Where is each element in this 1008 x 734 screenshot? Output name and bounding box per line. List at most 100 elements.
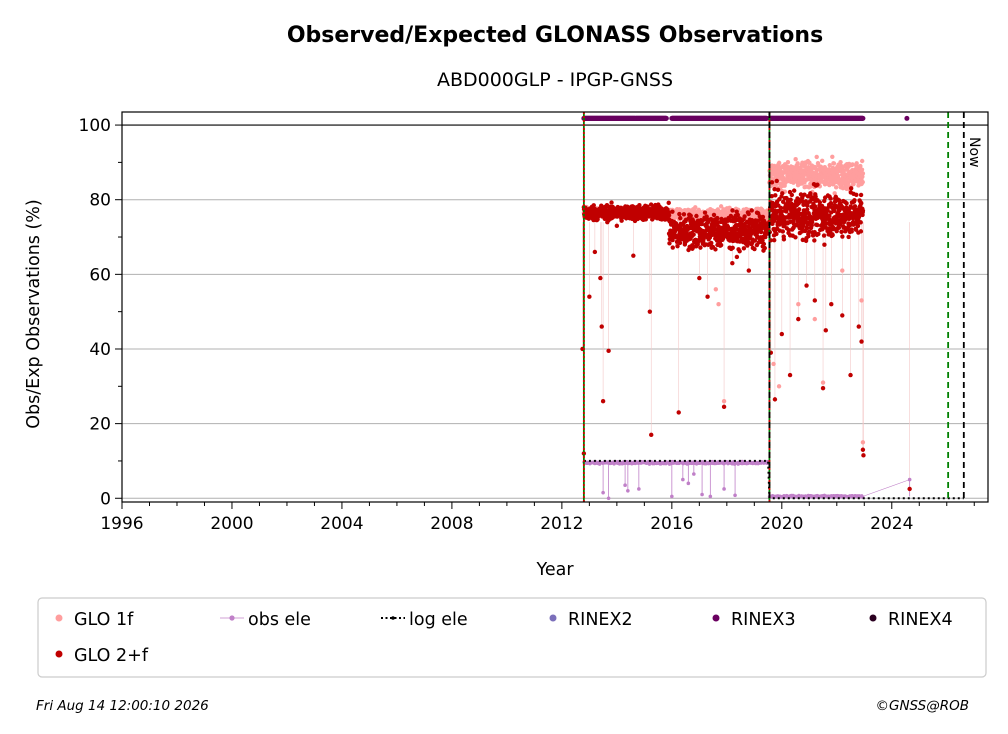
glo-2f-point xyxy=(830,232,835,238)
glo-2f-point xyxy=(678,215,683,221)
glo-2f-point xyxy=(815,182,820,187)
obs-ele-point xyxy=(681,477,685,482)
glo-2f-point xyxy=(815,222,820,228)
glo-2f-point xyxy=(804,283,809,288)
glo-2f-point xyxy=(592,249,598,255)
glo-1f-point xyxy=(859,298,864,303)
glo-2f-point xyxy=(820,385,826,391)
glo-2f-point xyxy=(821,233,827,238)
glo-2f-point xyxy=(666,200,671,206)
glo-1f-point xyxy=(827,182,832,188)
glo-2f-point xyxy=(713,247,718,252)
glo-2f-point xyxy=(666,213,672,218)
glo-2f-point xyxy=(705,294,710,299)
glo-2f-point xyxy=(600,399,606,404)
glo-2f-point xyxy=(780,191,785,196)
glo-1f-point xyxy=(820,158,825,164)
glo-2f-point xyxy=(742,214,747,219)
glo-1f-point xyxy=(716,302,721,307)
glo-1f-point xyxy=(795,161,800,166)
glo-2f-point xyxy=(806,233,811,239)
glo-2f-point xyxy=(677,211,682,217)
glo-2f-point xyxy=(746,211,751,217)
glo-2f-point xyxy=(859,339,864,344)
glo-2f-point xyxy=(858,192,864,198)
glo-2f-point xyxy=(774,231,779,237)
glo-2f-point xyxy=(677,240,683,246)
glo-2f-point xyxy=(676,410,681,415)
glo-2f-point xyxy=(828,196,833,201)
glo-2f-point xyxy=(796,316,801,322)
glo-2f-point xyxy=(760,214,766,220)
glo-1f-point xyxy=(831,161,837,166)
glo-1f-point xyxy=(727,205,732,210)
glo-2f-point xyxy=(829,302,834,307)
glo-1f-point xyxy=(713,287,719,292)
glo-2f-point xyxy=(844,201,849,206)
glo-2f-point xyxy=(812,298,817,303)
glo-2f-point xyxy=(711,212,717,218)
glo-2f-point xyxy=(846,234,851,240)
obs-ele-point xyxy=(606,496,611,501)
glo-2f-point xyxy=(761,241,767,247)
rinex3-point xyxy=(663,115,669,121)
obs-ele-point xyxy=(700,492,704,497)
glo-1f-point xyxy=(840,268,845,273)
glo-2f-point xyxy=(856,324,861,329)
glo-2f-point xyxy=(816,231,821,237)
glo-2f-point xyxy=(670,245,675,250)
glo-2f-point xyxy=(587,294,592,299)
glo-1f-point xyxy=(859,158,865,164)
glo-2f-point xyxy=(861,453,866,458)
glo-2f-point xyxy=(609,200,614,205)
glo-2f-point xyxy=(849,229,854,234)
glo-1f-point xyxy=(833,185,839,190)
glo-2f-point xyxy=(848,372,853,378)
glo-2f-point xyxy=(670,209,675,214)
glo-1f-point xyxy=(860,179,865,185)
glo-1f-point xyxy=(820,380,826,385)
glo-1f-point xyxy=(850,162,855,167)
obs-ele-point xyxy=(637,487,641,491)
obs-ele-segment xyxy=(862,479,910,497)
glo-2f-point xyxy=(774,178,779,184)
glo-2f-point xyxy=(775,187,781,193)
glo-2f-point xyxy=(614,223,620,229)
glo-1f-point xyxy=(812,316,817,322)
glo-2f-point xyxy=(839,229,844,235)
glo-1f-point xyxy=(860,440,866,445)
glo-2f-point xyxy=(791,188,797,193)
glo-2f-point xyxy=(823,328,828,333)
glo-2f-point xyxy=(772,237,777,243)
glo-2f-point xyxy=(681,212,687,217)
glo-1f-point xyxy=(785,160,791,165)
glo-2f-point xyxy=(789,192,794,198)
glo-2f-point xyxy=(734,254,740,260)
glo-2f-point xyxy=(793,235,798,240)
glo-2f-point xyxy=(749,208,754,213)
glo-1f-point xyxy=(721,399,727,404)
glo-1f-point xyxy=(793,157,798,162)
obs-ele-point xyxy=(708,494,713,499)
glo-2f-point xyxy=(730,208,735,213)
glo-2f-point xyxy=(859,201,864,206)
glo-1f-point xyxy=(693,205,698,210)
glo-2f-point xyxy=(730,245,735,251)
glo-2f-point xyxy=(907,486,912,492)
glo-1f-point xyxy=(776,384,782,389)
glo-2f-point xyxy=(737,249,742,254)
glo-2f-point xyxy=(667,241,672,246)
glo-2f-point xyxy=(715,215,720,221)
glo-2f-point xyxy=(772,397,778,402)
chart-subtitle: ABD000GLP - IPGP-GNSS xyxy=(437,69,673,91)
glo-1f-point xyxy=(718,204,724,209)
obs-ele-point xyxy=(601,490,605,495)
glo-2f-point xyxy=(619,218,624,223)
glo-1f-point xyxy=(796,302,801,307)
obs-ele-point xyxy=(670,494,674,499)
glo-1f-point xyxy=(771,361,776,367)
glo-2f-point xyxy=(606,348,611,354)
glo-2f-point xyxy=(718,242,724,248)
glo-1f-point xyxy=(776,160,782,166)
